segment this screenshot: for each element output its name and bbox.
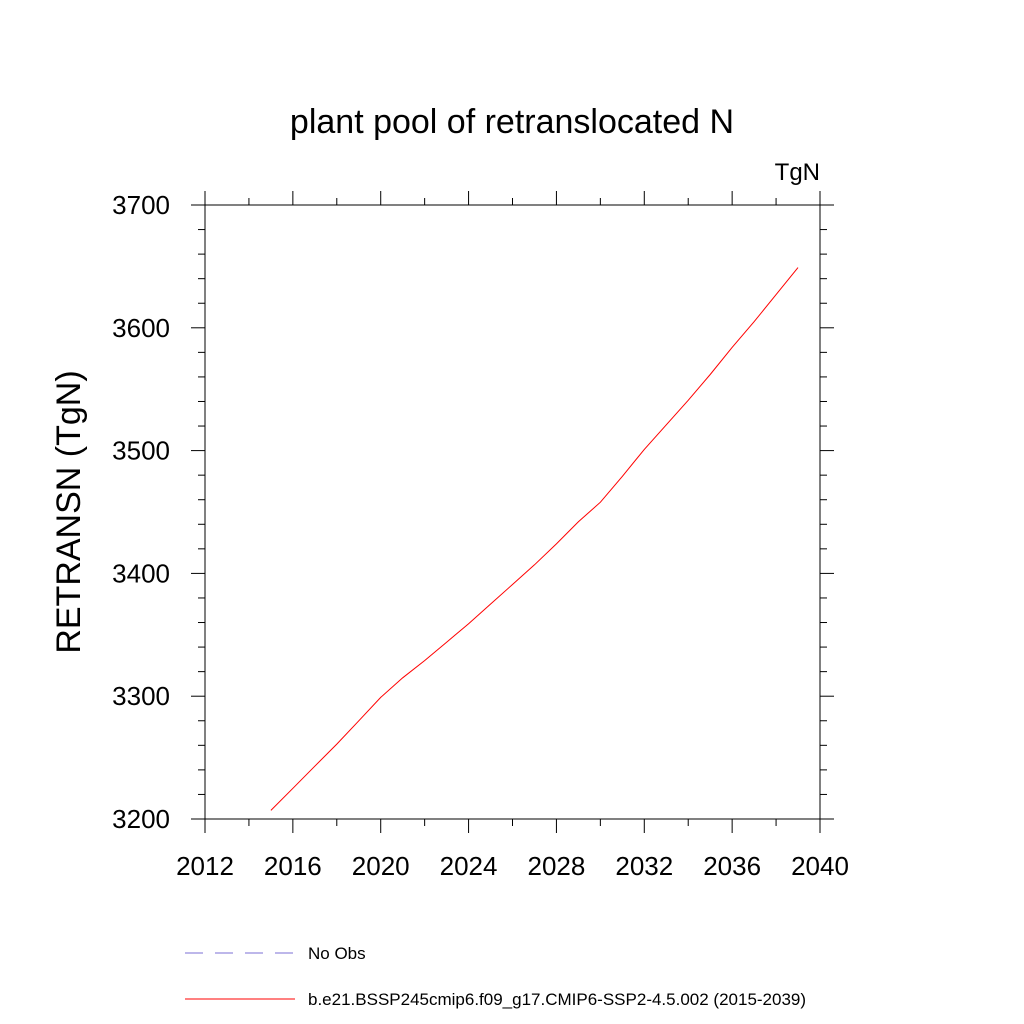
x-tick-label: 2028 [528, 851, 586, 881]
axis-ticks [191, 191, 834, 833]
series-layer [270, 267, 799, 811]
x-tick-label: 2036 [703, 851, 761, 881]
x-tick-label: 2016 [264, 851, 322, 881]
x-tick-labels: 2012 2016 2020 2024 2028 2032 2036 2040 [176, 851, 849, 881]
y-axis-label: RETRANSN (TgN) [50, 370, 88, 653]
x-tick-label: 2032 [615, 851, 673, 881]
x-tick-label: 2012 [176, 851, 234, 881]
legend: No Obs b.e21.BSSP245cmip6.f09_g17.CMIP6-S… [185, 944, 806, 1009]
units-label: TgN [775, 159, 820, 186]
series-line [270, 267, 799, 811]
plot-frame [204, 204, 821, 820]
y-tick-label: 3400 [112, 558, 170, 588]
x-tick-label: 2040 [791, 851, 849, 881]
x-tick-label: 2020 [352, 851, 410, 881]
y-tick-label: 3600 [112, 313, 170, 343]
y-tick-labels: 3200 3300 3400 3500 3600 3700 [112, 190, 170, 834]
chart-title: plant pool of retranslocated N [290, 103, 734, 141]
legend-label: b.e21.BSSP245cmip6.f09_g17.CMIP6-SSP2-4.… [308, 990, 806, 1009]
x-tick-label: 2024 [440, 851, 498, 881]
y-tick-label: 3700 [112, 190, 170, 220]
y-tick-label: 3200 [112, 804, 170, 834]
y-tick-label: 3500 [112, 436, 170, 466]
y-tick-label: 3300 [112, 681, 170, 711]
legend-label: No Obs [308, 944, 366, 963]
